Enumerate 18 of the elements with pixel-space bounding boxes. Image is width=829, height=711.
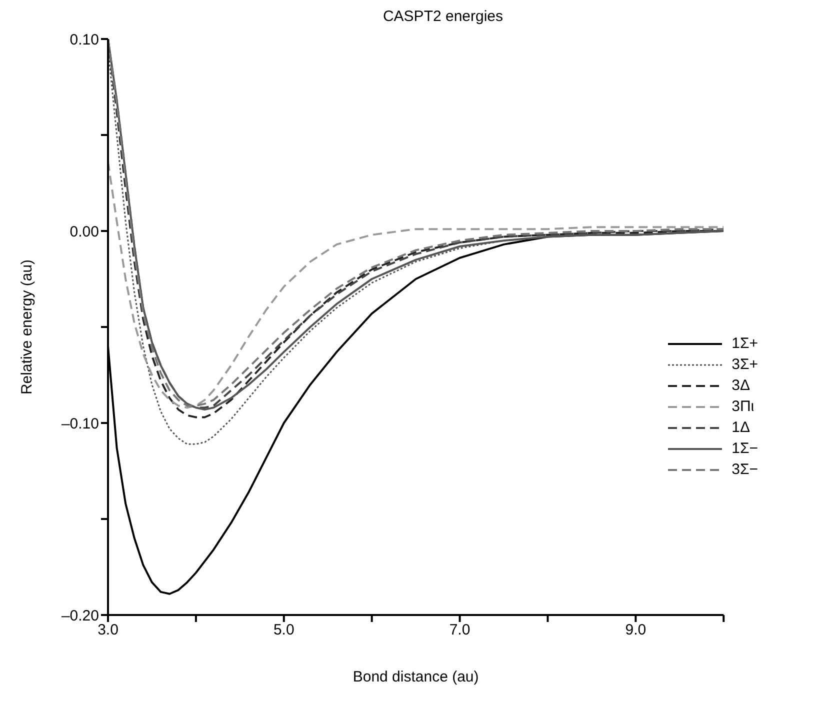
x-tick-label: 5.0 [273, 622, 294, 639]
legend-label: 3Πι [732, 398, 754, 415]
y-tick-label: 0.00 [70, 223, 99, 240]
y-tick-label: –0.20 [61, 607, 99, 624]
x-tick-label: 7.0 [449, 622, 470, 639]
x-tick-label: 3.0 [98, 622, 118, 639]
legend-label: 3Σ+ [732, 356, 758, 373]
y-axis-title: Relative energy (au) [18, 259, 36, 395]
y-tick-label: –0.10 [61, 415, 99, 432]
legend-label: 3Δ [732, 377, 750, 394]
x-axis-title: Bond distance (au) [352, 668, 479, 686]
chart-title: CASPT2 energies [382, 8, 504, 25]
y-tick-label: 0.10 [70, 31, 99, 48]
legend-label: 1Σ+ [732, 335, 758, 352]
legend-label: 1Δ [732, 419, 750, 436]
legend-label: 3Σ− [732, 461, 758, 478]
x-tick-label: 9.0 [625, 622, 646, 639]
legend-label: 1Σ− [732, 440, 758, 457]
